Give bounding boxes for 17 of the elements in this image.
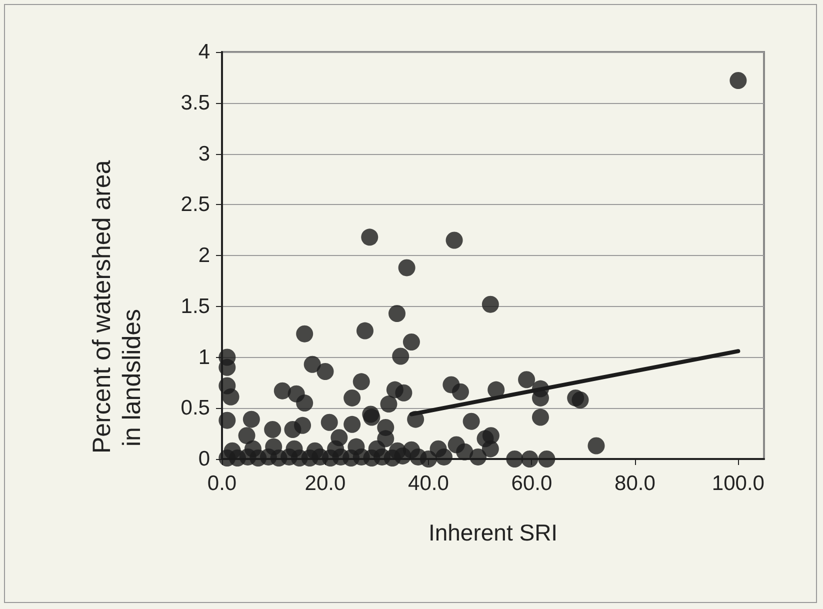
y-tick-label: 0.5 bbox=[180, 396, 210, 420]
x-tick-label: 0.0 bbox=[207, 472, 237, 495]
y-tick-label: 0 bbox=[198, 448, 210, 470]
y-tick-label: 2.5 bbox=[180, 193, 210, 216]
y-axis-title: Percent of watershed area in landslides bbox=[88, 160, 146, 454]
x-tick-label: 60.0 bbox=[511, 472, 552, 495]
x-axis-title: Inherent SRI bbox=[428, 520, 558, 546]
x-tick-label: 100.0 bbox=[712, 472, 764, 495]
y-tick-label: 1 bbox=[198, 346, 210, 369]
y-tick-label: 3.5 bbox=[180, 91, 210, 114]
x-tick-label: 20.0 bbox=[304, 472, 346, 495]
x-tick-label: 40.0 bbox=[408, 472, 449, 495]
x-tick-label: 80.0 bbox=[614, 472, 656, 495]
y-tick-label: 4 bbox=[198, 40, 210, 64]
y-tick-label: 1.5 bbox=[180, 294, 210, 318]
y-tick-label: 3 bbox=[198, 142, 210, 166]
y-tick-label: 2 bbox=[198, 244, 210, 267]
